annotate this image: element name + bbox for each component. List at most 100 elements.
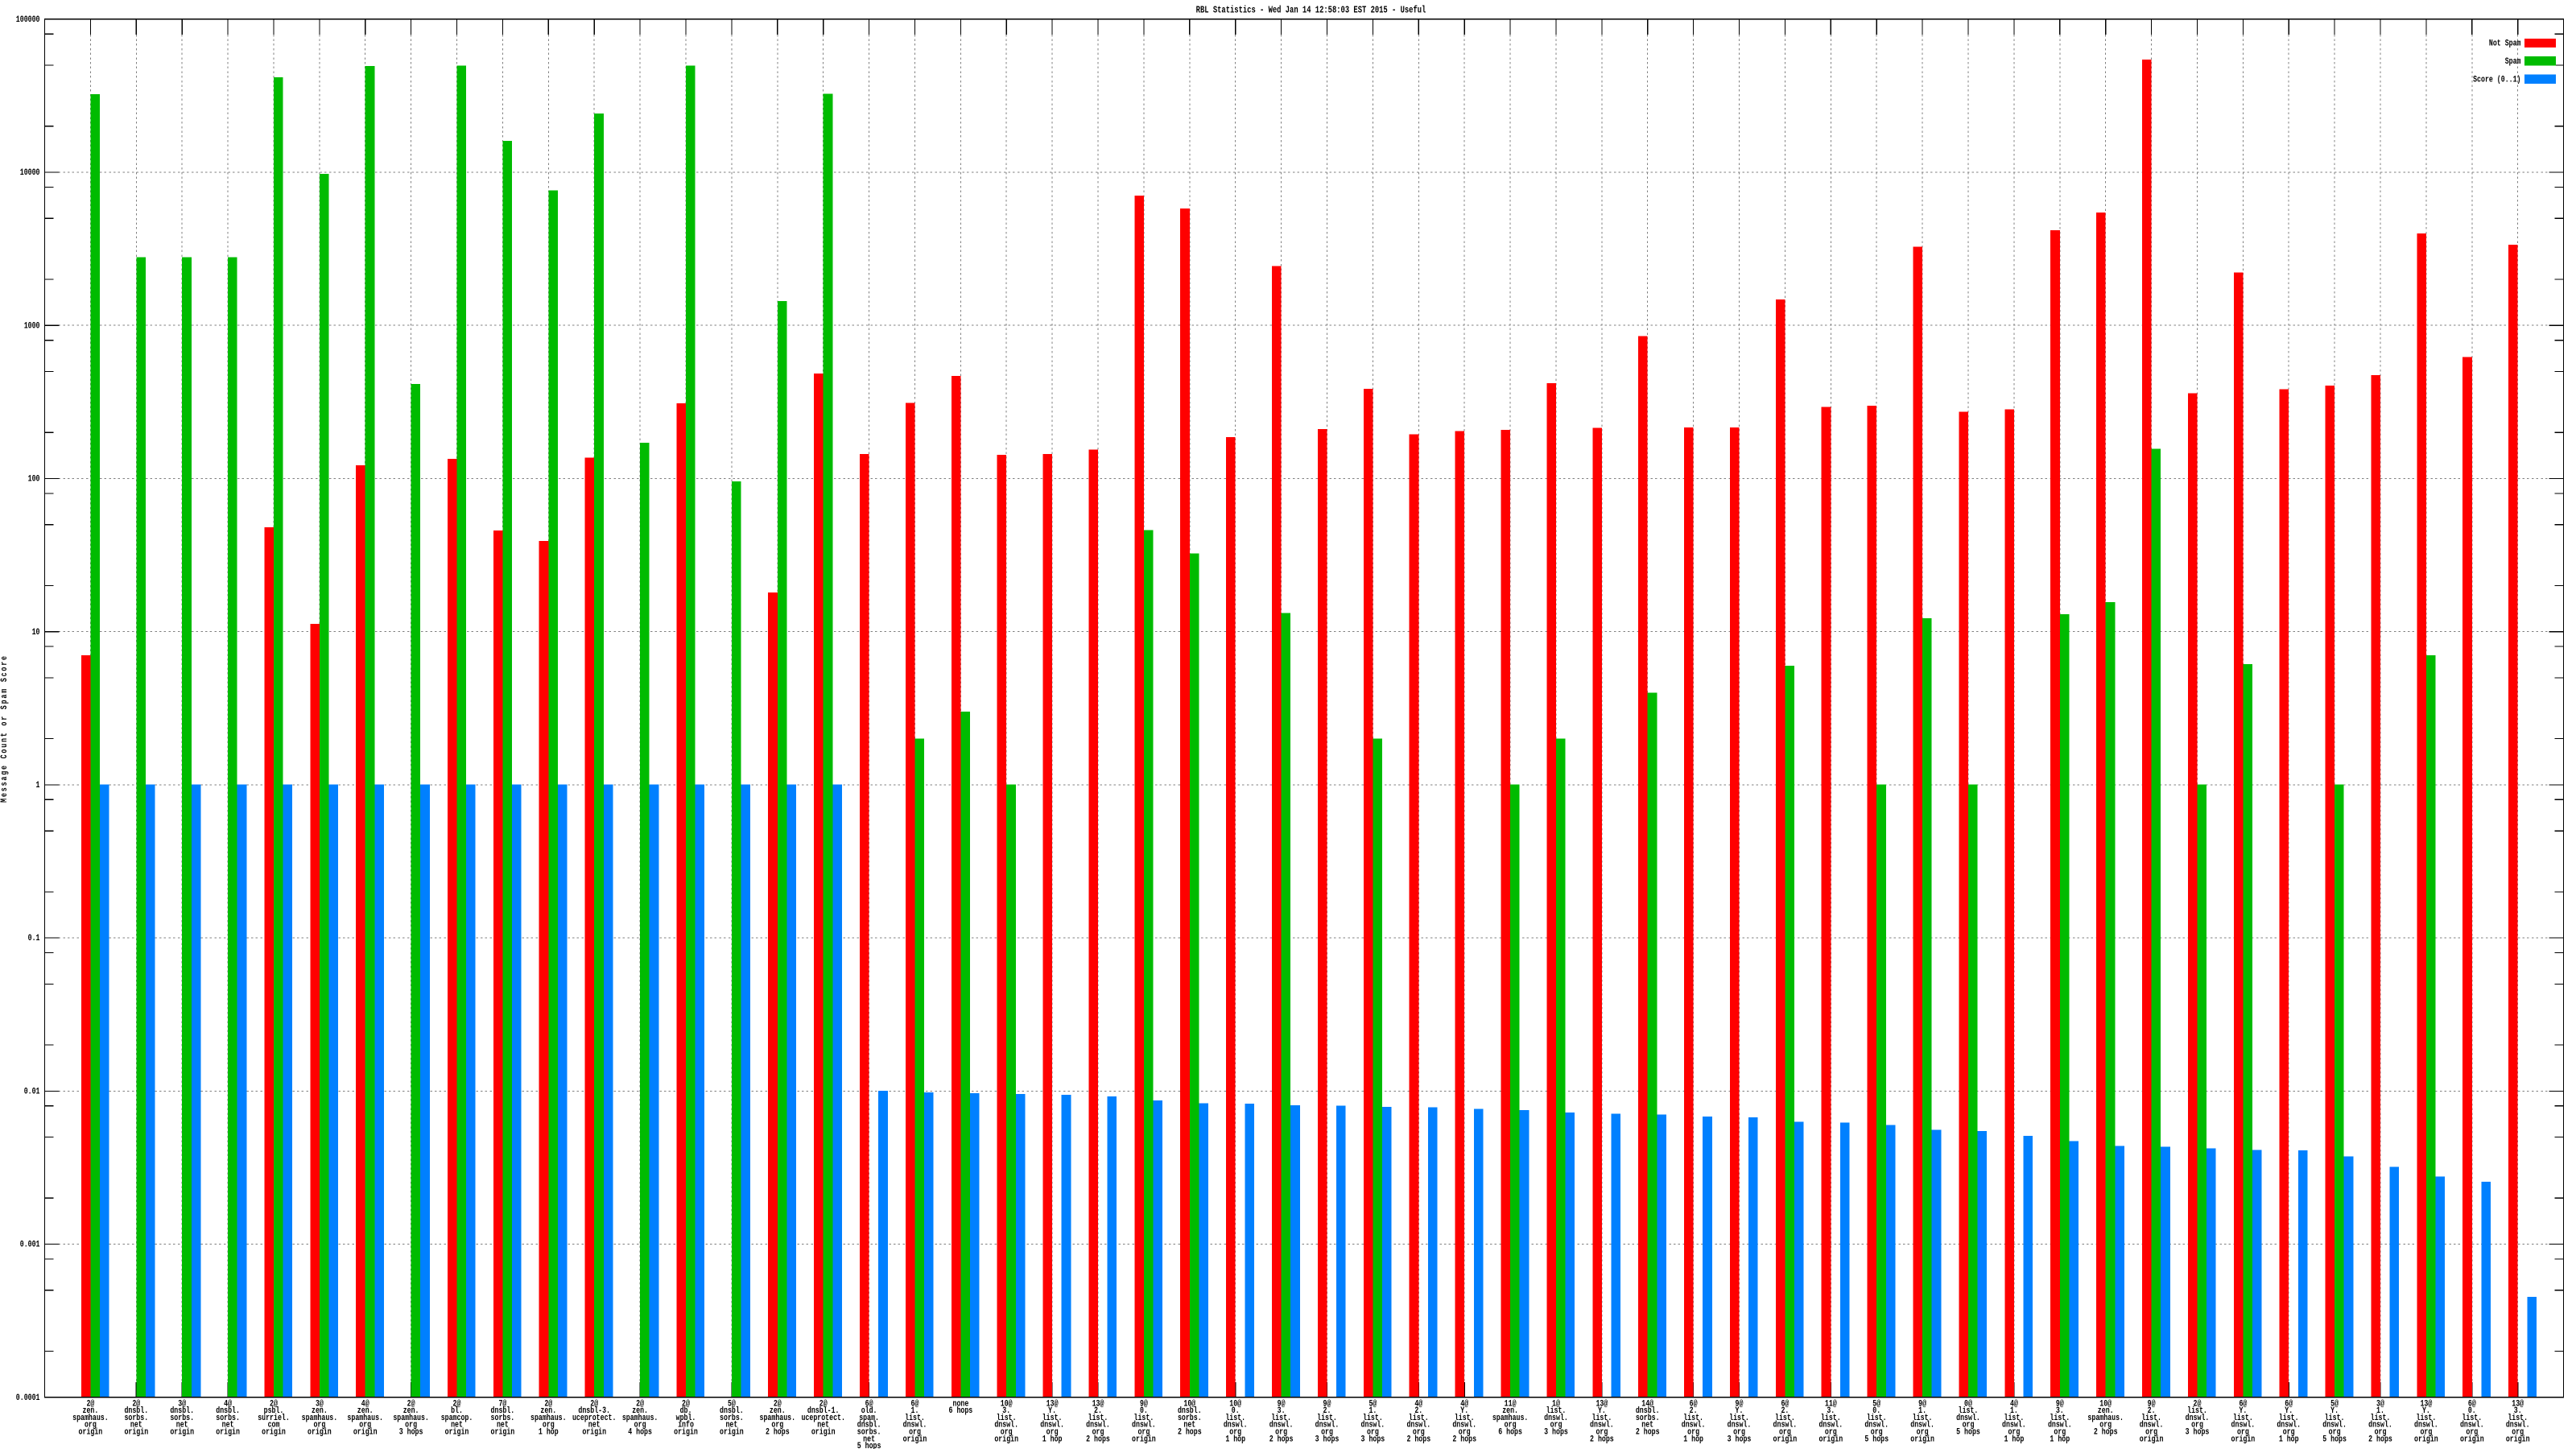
svg-text:10@: 10@ — [1001, 1398, 1013, 1408]
svg-text:9@: 9@ — [1736, 1398, 1744, 1408]
svg-text:3 hops: 3 hops — [1544, 1426, 1568, 1436]
svg-text:0.01: 0.01 — [24, 1086, 40, 1096]
svg-text:origin: origin — [582, 1426, 606, 1436]
svg-text:org: org — [1229, 1426, 1241, 1436]
svg-text:6 hops: 6 hops — [949, 1406, 973, 1415]
svg-text:1.: 1. — [911, 1406, 919, 1415]
svg-text:wpbl.: wpbl. — [676, 1413, 696, 1422]
svg-text:9@: 9@ — [1278, 1398, 1286, 1408]
svg-text:dnswl.: dnswl. — [1864, 1420, 1889, 1430]
svg-text:1.: 1. — [2376, 1406, 2384, 1415]
svg-text:2 hops: 2 hops — [2368, 1434, 2392, 1443]
svg-text:list.: list. — [1088, 1413, 1108, 1422]
svg-text:origin: origin — [170, 1426, 194, 1436]
svg-text:org: org — [2237, 1426, 2249, 1436]
svg-text:origin: origin — [720, 1426, 744, 1436]
svg-text:list.: list. — [2141, 1413, 2161, 1422]
svg-text:origin: origin — [308, 1426, 332, 1436]
svg-text:dnswl.: dnswl. — [903, 1420, 927, 1430]
svg-text:2 hops: 2 hops — [1086, 1434, 1110, 1443]
svg-text:2@: 2@ — [407, 1398, 415, 1408]
svg-text:2 hops: 2 hops — [1178, 1426, 1202, 1436]
svg-text:3@: 3@ — [178, 1398, 186, 1408]
svg-text:org: org — [1779, 1426, 1791, 1436]
svg-text:2@: 2@ — [86, 1398, 94, 1408]
svg-text:org: org — [1413, 1426, 1425, 1436]
svg-text:Spam: Spam — [2505, 56, 2521, 66]
svg-text:0.001: 0.001 — [20, 1240, 40, 1249]
svg-text:2@: 2@ — [2194, 1398, 2202, 1408]
svg-text:dnswl.: dnswl. — [1452, 1420, 1476, 1430]
svg-text:2.: 2. — [1690, 1406, 1698, 1415]
svg-text:list.: list. — [2233, 1413, 2253, 1422]
svg-text:2 hops: 2 hops — [766, 1426, 790, 1436]
svg-text:list.: list. — [1913, 1413, 1933, 1422]
svg-text:sorbs.: sorbs. — [1178, 1413, 1202, 1422]
svg-text:list.: list. — [2508, 1413, 2528, 1422]
svg-text:2@: 2@ — [544, 1398, 552, 1408]
svg-text:list.: list. — [1225, 1413, 1245, 1422]
svg-text:dnswl.: dnswl. — [1269, 1420, 1294, 1430]
svg-text:surriel.: surriel. — [258, 1413, 290, 1422]
svg-text:dnswl.: dnswl. — [2140, 1420, 2164, 1430]
svg-text:0.: 0. — [1232, 1406, 1240, 1415]
svg-text:sorbs.: sorbs. — [170, 1413, 194, 1422]
svg-text:sorbs.: sorbs. — [720, 1413, 744, 1422]
svg-text:dnswl.: dnswl. — [2414, 1420, 2438, 1430]
svg-text:origin: origin — [445, 1426, 469, 1436]
svg-text:uceprotect.: uceprotect. — [572, 1413, 616, 1422]
svg-text:list.: list. — [1317, 1413, 1337, 1422]
svg-text:4@: 4@ — [361, 1398, 369, 1408]
svg-text:org: org — [313, 1420, 325, 1430]
svg-text:3 hops: 3 hops — [1361, 1434, 1385, 1443]
svg-text:origin: origin — [994, 1434, 1018, 1443]
svg-text:org: org — [771, 1420, 783, 1430]
svg-text:0.: 0. — [1140, 1406, 1148, 1415]
svg-text:origin: origin — [674, 1426, 698, 1436]
svg-text:dnswl.: dnswl. — [1086, 1420, 1110, 1430]
svg-text:dnswl.: dnswl. — [2186, 1413, 2210, 1422]
svg-text:2 hops: 2 hops — [1590, 1434, 1614, 1443]
svg-text:dnswl.: dnswl. — [2277, 1420, 2301, 1430]
svg-text:Y.: Y. — [1736, 1406, 1744, 1415]
svg-text:list.: list. — [2417, 1413, 2437, 1422]
svg-text:zen.: zen. — [1502, 1406, 1518, 1415]
svg-text:2.: 2. — [1323, 1406, 1331, 1415]
svg-text:9@: 9@ — [2148, 1398, 2156, 1408]
svg-text:origin: origin — [2506, 1434, 2530, 1443]
svg-text:5@: 5@ — [728, 1398, 736, 1408]
svg-text:sorbs.: sorbs. — [124, 1413, 148, 1422]
svg-text:Y.: Y. — [1460, 1406, 1468, 1415]
svg-text:org: org — [2466, 1426, 2478, 1436]
svg-text:dnswl.: dnswl. — [1682, 1420, 1706, 1430]
svg-text:3 hops: 3 hops — [1728, 1434, 1752, 1443]
svg-text:list.: list. — [2004, 1413, 2025, 1422]
svg-text:zen.: zen. — [540, 1406, 556, 1415]
svg-text:origin: origin — [262, 1426, 286, 1436]
svg-text:org: org — [2054, 1426, 2066, 1436]
svg-text:3.: 3. — [1827, 1406, 1835, 1415]
svg-text:5 hops: 5 hops — [1864, 1434, 1889, 1443]
svg-text:org: org — [1733, 1426, 1745, 1436]
svg-text:2@: 2@ — [270, 1398, 278, 1408]
svg-text:sorbs.: sorbs. — [1636, 1413, 1660, 1422]
svg-text:spamhaus.: spamhaus. — [530, 1413, 567, 1422]
svg-text:dnsbl-1.: dnsbl-1. — [807, 1406, 840, 1415]
svg-text:2@: 2@ — [819, 1398, 828, 1408]
svg-text:4 hops: 4 hops — [628, 1426, 652, 1436]
svg-text:0.0001: 0.0001 — [16, 1393, 40, 1402]
svg-text:5@: 5@ — [1368, 1398, 1377, 1408]
svg-text:5 hops: 5 hops — [1956, 1426, 1980, 1436]
svg-text:dnswl.: dnswl. — [1315, 1420, 1340, 1430]
svg-text:list.: list. — [1821, 1413, 1841, 1422]
svg-text:10@: 10@ — [1183, 1398, 1195, 1408]
svg-text:6@: 6@ — [911, 1398, 919, 1408]
svg-text:zen.: zen. — [632, 1406, 648, 1415]
svg-text:list.: list. — [1592, 1413, 1612, 1422]
svg-text:origin: origin — [1910, 1434, 1934, 1443]
svg-text:0@: 0@ — [1964, 1398, 1972, 1408]
svg-text:zen.: zen. — [357, 1406, 374, 1415]
svg-text:net: net — [130, 1420, 142, 1430]
svg-text:6@: 6@ — [1781, 1398, 1789, 1408]
svg-text:dnsbl.: dnsbl. — [857, 1420, 881, 1430]
